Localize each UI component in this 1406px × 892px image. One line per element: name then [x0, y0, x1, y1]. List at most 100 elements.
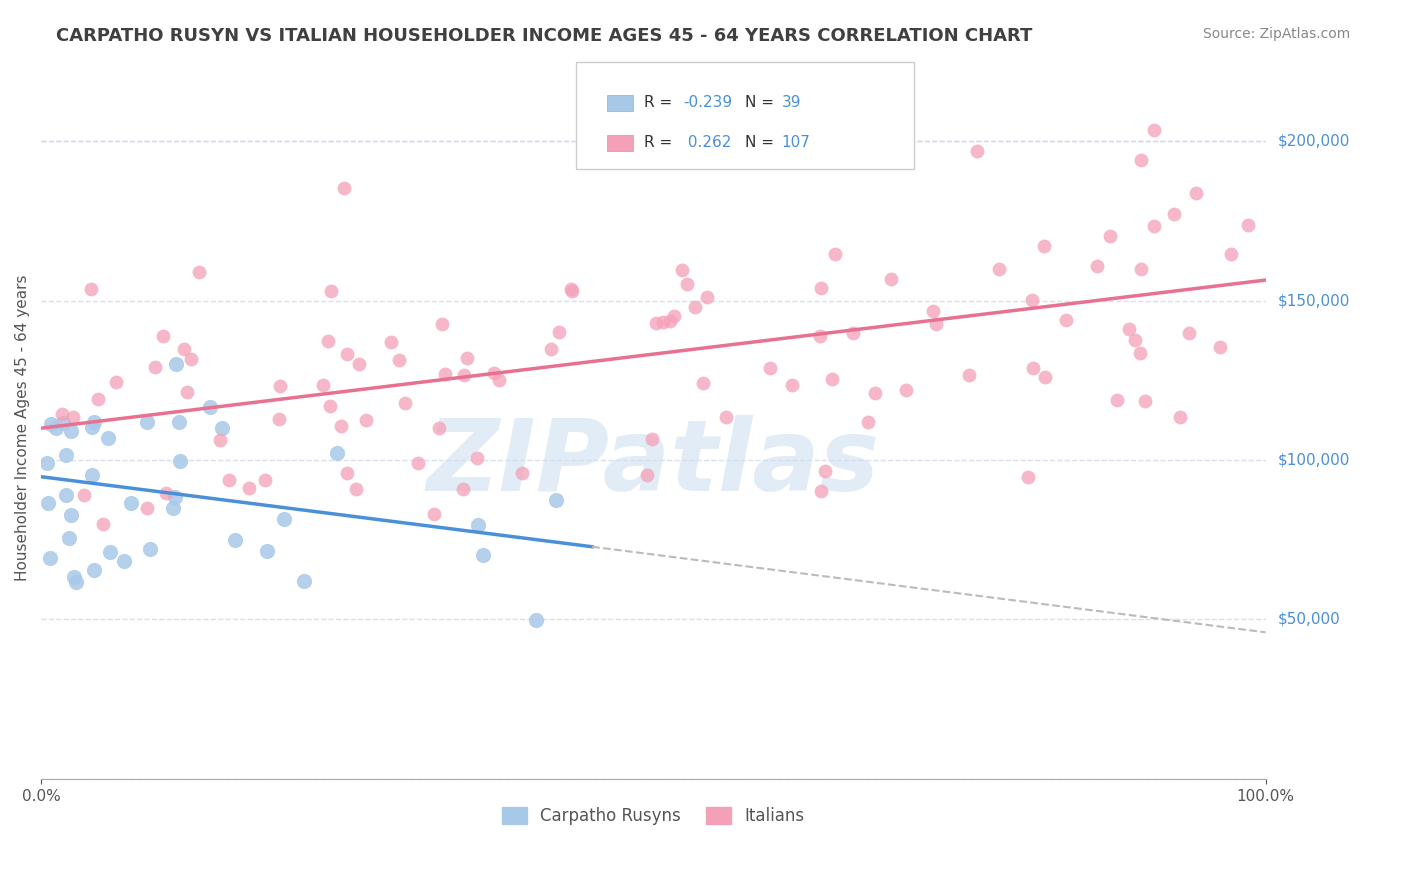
- Point: [292, 574, 315, 589]
- Point: [37, 496, 59, 510]
- Point: [38, 551, 60, 566]
- Text: $200,000: $200,000: [1278, 134, 1350, 149]
- Point: [80, 468, 103, 483]
- Point: [406, 456, 429, 470]
- Text: R =: R =: [644, 136, 678, 150]
- Text: R =: R =: [644, 95, 678, 110]
- Point: [1220, 246, 1243, 260]
- Point: [488, 373, 510, 387]
- Point: [1105, 392, 1128, 407]
- Point: [256, 544, 278, 558]
- Point: [180, 352, 202, 367]
- Point: [1178, 326, 1201, 341]
- Point: [1118, 322, 1140, 336]
- Point: [1085, 260, 1108, 274]
- Point: [380, 334, 402, 349]
- Point: [316, 334, 339, 348]
- Point: [55, 448, 77, 462]
- Point: [269, 379, 291, 393]
- Point: [218, 473, 240, 487]
- Point: [560, 282, 582, 296]
- Point: [37, 456, 59, 470]
- Point: [1133, 393, 1156, 408]
- Text: CARPATHO RUSYN VS ITALIAN HOUSEHOLDER INCOME AGES 45 - 64 YEARS CORRELATION CHAR: CARPATHO RUSYN VS ITALIAN HOUSEHOLDER IN…: [56, 27, 1032, 45]
- Text: $100,000: $100,000: [1278, 452, 1350, 467]
- Point: [1033, 238, 1056, 252]
- Point: [880, 272, 903, 286]
- Point: [716, 409, 738, 424]
- Point: [1017, 470, 1039, 484]
- Point: [344, 482, 367, 496]
- Point: [1022, 360, 1045, 375]
- Text: $50,000: $50,000: [1278, 612, 1340, 627]
- Point: [423, 507, 446, 521]
- Point: [810, 281, 832, 295]
- Point: [1209, 340, 1232, 354]
- Point: [1033, 369, 1056, 384]
- Point: [394, 395, 416, 409]
- Point: [1123, 333, 1146, 347]
- Point: [1143, 123, 1166, 137]
- Point: [173, 342, 195, 356]
- Text: $150,000: $150,000: [1278, 293, 1350, 308]
- Point: [187, 265, 209, 279]
- Point: [80, 282, 103, 296]
- Text: -0.239: -0.239: [683, 95, 733, 110]
- Point: [641, 433, 664, 447]
- Point: [987, 261, 1010, 276]
- Point: [273, 512, 295, 526]
- Point: [692, 376, 714, 390]
- Point: [253, 473, 276, 487]
- Point: [80, 420, 103, 434]
- Point: [453, 368, 475, 383]
- Point: [347, 357, 370, 371]
- Point: [810, 484, 832, 499]
- Point: [856, 415, 879, 429]
- Point: [51, 408, 73, 422]
- Point: [224, 533, 246, 548]
- Point: [957, 368, 980, 383]
- Point: [98, 545, 121, 559]
- Point: [45, 420, 67, 434]
- Point: [200, 400, 222, 414]
- Point: [658, 314, 681, 328]
- Point: [966, 145, 988, 159]
- Point: [155, 486, 177, 500]
- Text: 0.262: 0.262: [683, 136, 731, 150]
- Point: [636, 468, 658, 483]
- Point: [112, 554, 135, 568]
- Point: [1168, 409, 1191, 424]
- Point: [318, 399, 340, 413]
- Point: [52, 416, 75, 430]
- Point: [472, 549, 495, 563]
- Text: Source: ZipAtlas.com: Source: ZipAtlas.com: [1202, 27, 1350, 41]
- Text: ZIPatlas: ZIPatlas: [427, 415, 880, 512]
- Point: [1185, 186, 1208, 200]
- Point: [482, 366, 505, 380]
- Text: N =: N =: [745, 95, 779, 110]
- Point: [814, 464, 837, 478]
- Point: [335, 347, 357, 361]
- Point: [83, 563, 105, 577]
- Point: [59, 508, 82, 522]
- Point: [1098, 229, 1121, 244]
- Point: [152, 329, 174, 343]
- Point: [136, 416, 159, 430]
- Point: [336, 466, 359, 480]
- Point: [330, 419, 353, 434]
- Text: 107: 107: [782, 136, 811, 150]
- Point: [661, 103, 683, 117]
- Point: [167, 415, 190, 429]
- Point: [540, 343, 562, 357]
- Point: [1021, 293, 1043, 308]
- Text: 39: 39: [782, 95, 801, 110]
- Point: [59, 424, 82, 438]
- Point: [55, 487, 77, 501]
- Point: [676, 277, 699, 291]
- Point: [311, 378, 333, 392]
- Point: [510, 466, 533, 480]
- Point: [65, 575, 87, 590]
- Point: [139, 542, 162, 557]
- Point: [319, 284, 342, 298]
- Point: [427, 421, 450, 435]
